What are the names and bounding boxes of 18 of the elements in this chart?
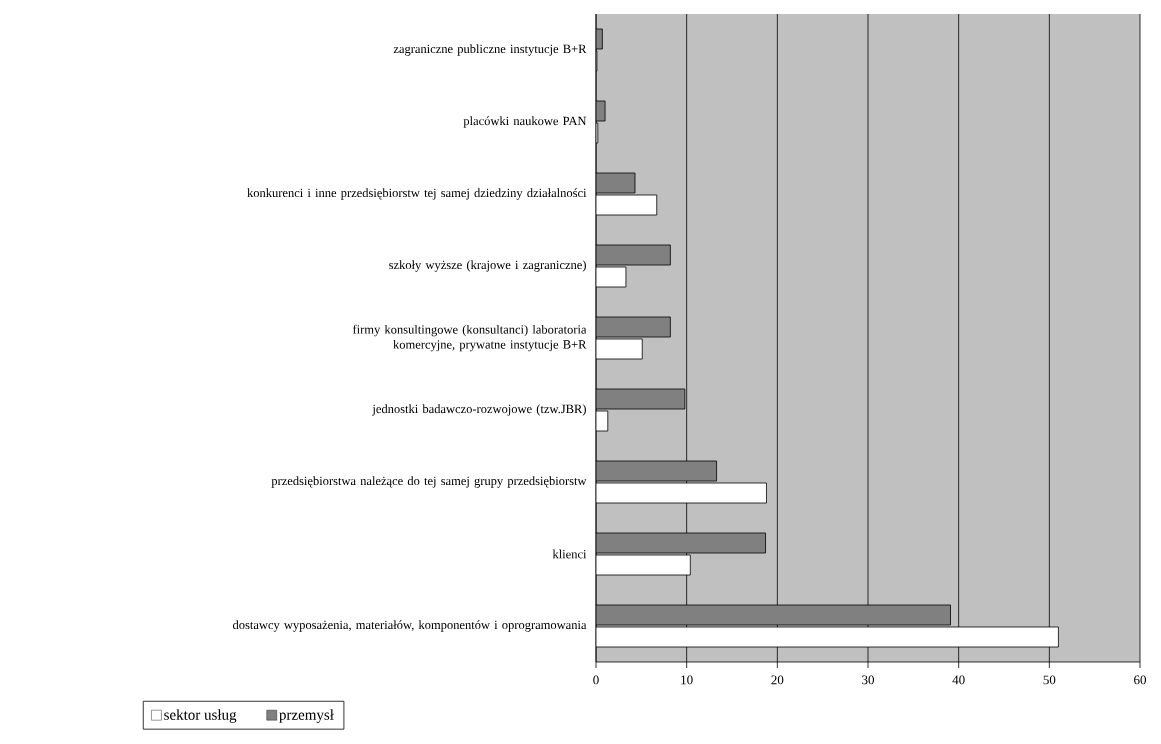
x-tick-label: 0 [593,675,599,685]
y-tick-label: konkurenci i inne przedsiębiorstw tej samej dziedziny działalności [247,188,587,200]
x-tick-label: 10 [681,675,693,685]
y-tick-label: klienci [552,549,587,559]
y-tick-label: jednostki badawczo-rozwojowe (tzw.JBR) [372,404,586,416]
x-tick-label: 50 [1043,675,1056,685]
legend-label: przemysł [279,709,334,723]
legend-label: sektor usług [164,709,237,723]
y-tick-label: zagraniczne publiczne instytucje B+R [393,44,587,56]
x-tick-label: 60 [1134,675,1147,685]
y-tick-label: szkoły wyższe (krajowe i zagraniczne) [389,260,586,272]
x-tick-label: 20 [771,675,784,685]
x-tick-label: 40 [952,675,965,685]
y-tick-label: przedsiębiorstwa należące do tej samej grupy przedsiębiorstw [271,476,587,488]
y-tick-label: dostawcy wyposażenia, materiałów, komponentów i oprogramowania [232,620,587,632]
y-tick-label: placówki naukowe PAN [463,116,587,128]
x-tick-label: 30 [862,675,875,685]
y-tick-label: firmy konsultingowe (konsultanci) laboratoria komercyjne, prywatne instytucje B+R [352,324,587,352]
